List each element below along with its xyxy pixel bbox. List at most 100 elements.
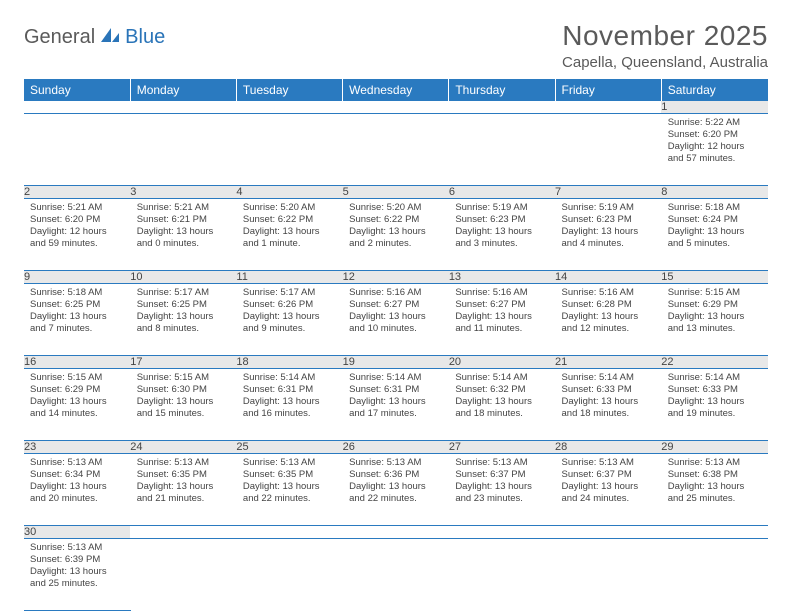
day-number: 23 <box>24 441 130 454</box>
weekday-header: Sunday <box>24 79 130 101</box>
day-details: Sunrise: 5:13 AMSunset: 6:37 PMDaylight:… <box>556 454 661 508</box>
day-cell: Sunrise: 5:14 AMSunset: 6:33 PMDaylight:… <box>555 369 661 441</box>
day-number <box>130 101 236 114</box>
day-details: Sunrise: 5:14 AMSunset: 6:33 PMDaylight:… <box>662 369 767 423</box>
day-cell: Sunrise: 5:17 AMSunset: 6:25 PMDaylight:… <box>130 284 236 356</box>
day-content-row: Sunrise: 5:21 AMSunset: 6:20 PMDaylight:… <box>24 199 768 271</box>
day-cell <box>449 539 555 611</box>
day-number-row: 16171819202122 <box>24 356 768 369</box>
day-cell: Sunrise: 5:13 AMSunset: 6:38 PMDaylight:… <box>661 454 767 526</box>
day-cell: Sunrise: 5:16 AMSunset: 6:27 PMDaylight:… <box>343 284 449 356</box>
day-details <box>131 114 236 120</box>
day-details: Sunrise: 5:15 AMSunset: 6:29 PMDaylight:… <box>24 369 130 423</box>
day-number <box>449 101 555 114</box>
day-cell: Sunrise: 5:14 AMSunset: 6:32 PMDaylight:… <box>449 369 555 441</box>
day-cell: Sunrise: 5:14 AMSunset: 6:31 PMDaylight:… <box>236 369 342 441</box>
day-details: Sunrise: 5:16 AMSunset: 6:27 PMDaylight:… <box>343 284 448 338</box>
day-details <box>556 539 661 545</box>
day-number: 27 <box>449 441 555 454</box>
day-cell: Sunrise: 5:13 AMSunset: 6:37 PMDaylight:… <box>449 454 555 526</box>
day-cell <box>661 539 767 611</box>
day-cell <box>130 114 236 186</box>
day-cell <box>343 114 449 186</box>
weekday-header: Saturday <box>661 79 767 101</box>
day-number: 20 <box>449 356 555 369</box>
day-cell <box>449 114 555 186</box>
day-number: 11 <box>236 271 342 284</box>
day-cell: Sunrise: 5:19 AMSunset: 6:23 PMDaylight:… <box>449 199 555 271</box>
day-details: Sunrise: 5:19 AMSunset: 6:23 PMDaylight:… <box>556 199 661 253</box>
day-details: Sunrise: 5:21 AMSunset: 6:20 PMDaylight:… <box>24 199 130 253</box>
day-cell: Sunrise: 5:15 AMSunset: 6:30 PMDaylight:… <box>130 369 236 441</box>
title-block: November 2025 Capella, Queensland, Austr… <box>562 20 768 71</box>
day-details: Sunrise: 5:20 AMSunset: 6:22 PMDaylight:… <box>343 199 448 253</box>
logo: General Blue <box>24 26 165 49</box>
day-number: 7 <box>555 186 661 199</box>
day-number: 2 <box>24 186 130 199</box>
day-details: Sunrise: 5:17 AMSunset: 6:25 PMDaylight:… <box>131 284 236 338</box>
day-details: Sunrise: 5:18 AMSunset: 6:25 PMDaylight:… <box>24 284 130 338</box>
day-number: 13 <box>449 271 555 284</box>
day-cell <box>555 539 661 611</box>
day-details: Sunrise: 5:13 AMSunset: 6:38 PMDaylight:… <box>662 454 767 508</box>
day-cell: Sunrise: 5:20 AMSunset: 6:22 PMDaylight:… <box>236 199 342 271</box>
day-details: Sunrise: 5:19 AMSunset: 6:23 PMDaylight:… <box>449 199 554 253</box>
day-cell: Sunrise: 5:16 AMSunset: 6:28 PMDaylight:… <box>555 284 661 356</box>
day-details: Sunrise: 5:15 AMSunset: 6:29 PMDaylight:… <box>662 284 767 338</box>
day-number-row: 23242526272829 <box>24 441 768 454</box>
day-details: Sunrise: 5:14 AMSunset: 6:32 PMDaylight:… <box>449 369 554 423</box>
day-cell: Sunrise: 5:15 AMSunset: 6:29 PMDaylight:… <box>24 369 130 441</box>
day-number-row: 1 <box>24 101 768 114</box>
day-number: 12 <box>343 271 449 284</box>
day-details: Sunrise: 5:17 AMSunset: 6:26 PMDaylight:… <box>237 284 342 338</box>
day-number: 4 <box>236 186 342 199</box>
day-cell: Sunrise: 5:16 AMSunset: 6:27 PMDaylight:… <box>449 284 555 356</box>
day-number-row: 30 <box>24 526 768 539</box>
header: General Blue November 2025 Capella, Quee… <box>24 20 768 71</box>
day-number <box>236 101 342 114</box>
day-cell: Sunrise: 5:13 AMSunset: 6:35 PMDaylight:… <box>236 454 342 526</box>
day-number <box>343 101 449 114</box>
day-details: Sunrise: 5:16 AMSunset: 6:28 PMDaylight:… <box>556 284 661 338</box>
day-content-row: Sunrise: 5:18 AMSunset: 6:25 PMDaylight:… <box>24 284 768 356</box>
day-cell: Sunrise: 5:13 AMSunset: 6:36 PMDaylight:… <box>343 454 449 526</box>
day-number <box>343 526 449 539</box>
day-cell: Sunrise: 5:18 AMSunset: 6:24 PMDaylight:… <box>661 199 767 271</box>
day-number: 30 <box>24 526 130 539</box>
day-details <box>556 114 661 120</box>
day-number <box>24 101 130 114</box>
day-number: 5 <box>343 186 449 199</box>
day-cell: Sunrise: 5:18 AMSunset: 6:25 PMDaylight:… <box>24 284 130 356</box>
day-details <box>449 539 554 545</box>
day-details: Sunrise: 5:14 AMSunset: 6:31 PMDaylight:… <box>237 369 342 423</box>
day-details: Sunrise: 5:13 AMSunset: 6:37 PMDaylight:… <box>449 454 554 508</box>
day-number: 10 <box>130 271 236 284</box>
day-details: Sunrise: 5:20 AMSunset: 6:22 PMDaylight:… <box>237 199 342 253</box>
day-details <box>237 114 342 120</box>
day-number <box>555 101 661 114</box>
day-cell <box>555 114 661 186</box>
day-details: Sunrise: 5:22 AMSunset: 6:20 PMDaylight:… <box>662 114 767 168</box>
day-cell: Sunrise: 5:17 AMSunset: 6:26 PMDaylight:… <box>236 284 342 356</box>
day-cell: Sunrise: 5:13 AMSunset: 6:34 PMDaylight:… <box>24 454 130 526</box>
day-cell: Sunrise: 5:20 AMSunset: 6:22 PMDaylight:… <box>343 199 449 271</box>
day-cell <box>236 114 342 186</box>
day-details <box>449 114 554 120</box>
day-details: Sunrise: 5:15 AMSunset: 6:30 PMDaylight:… <box>131 369 236 423</box>
day-content-row: Sunrise: 5:22 AMSunset: 6:20 PMDaylight:… <box>24 114 768 186</box>
sail-icon <box>99 26 121 49</box>
day-number: 24 <box>130 441 236 454</box>
day-number <box>555 526 661 539</box>
day-cell: Sunrise: 5:21 AMSunset: 6:20 PMDaylight:… <box>24 199 130 271</box>
day-number: 17 <box>130 356 236 369</box>
day-details: Sunrise: 5:16 AMSunset: 6:27 PMDaylight:… <box>449 284 554 338</box>
day-number: 21 <box>555 356 661 369</box>
weekday-header: Tuesday <box>236 79 342 101</box>
day-number: 22 <box>661 356 767 369</box>
day-details: Sunrise: 5:13 AMSunset: 6:35 PMDaylight:… <box>237 454 342 508</box>
day-number: 16 <box>24 356 130 369</box>
day-details <box>343 114 448 120</box>
day-number <box>661 526 767 539</box>
weekday-header-row: Sunday Monday Tuesday Wednesday Thursday… <box>24 79 768 101</box>
day-number: 1 <box>661 101 767 114</box>
